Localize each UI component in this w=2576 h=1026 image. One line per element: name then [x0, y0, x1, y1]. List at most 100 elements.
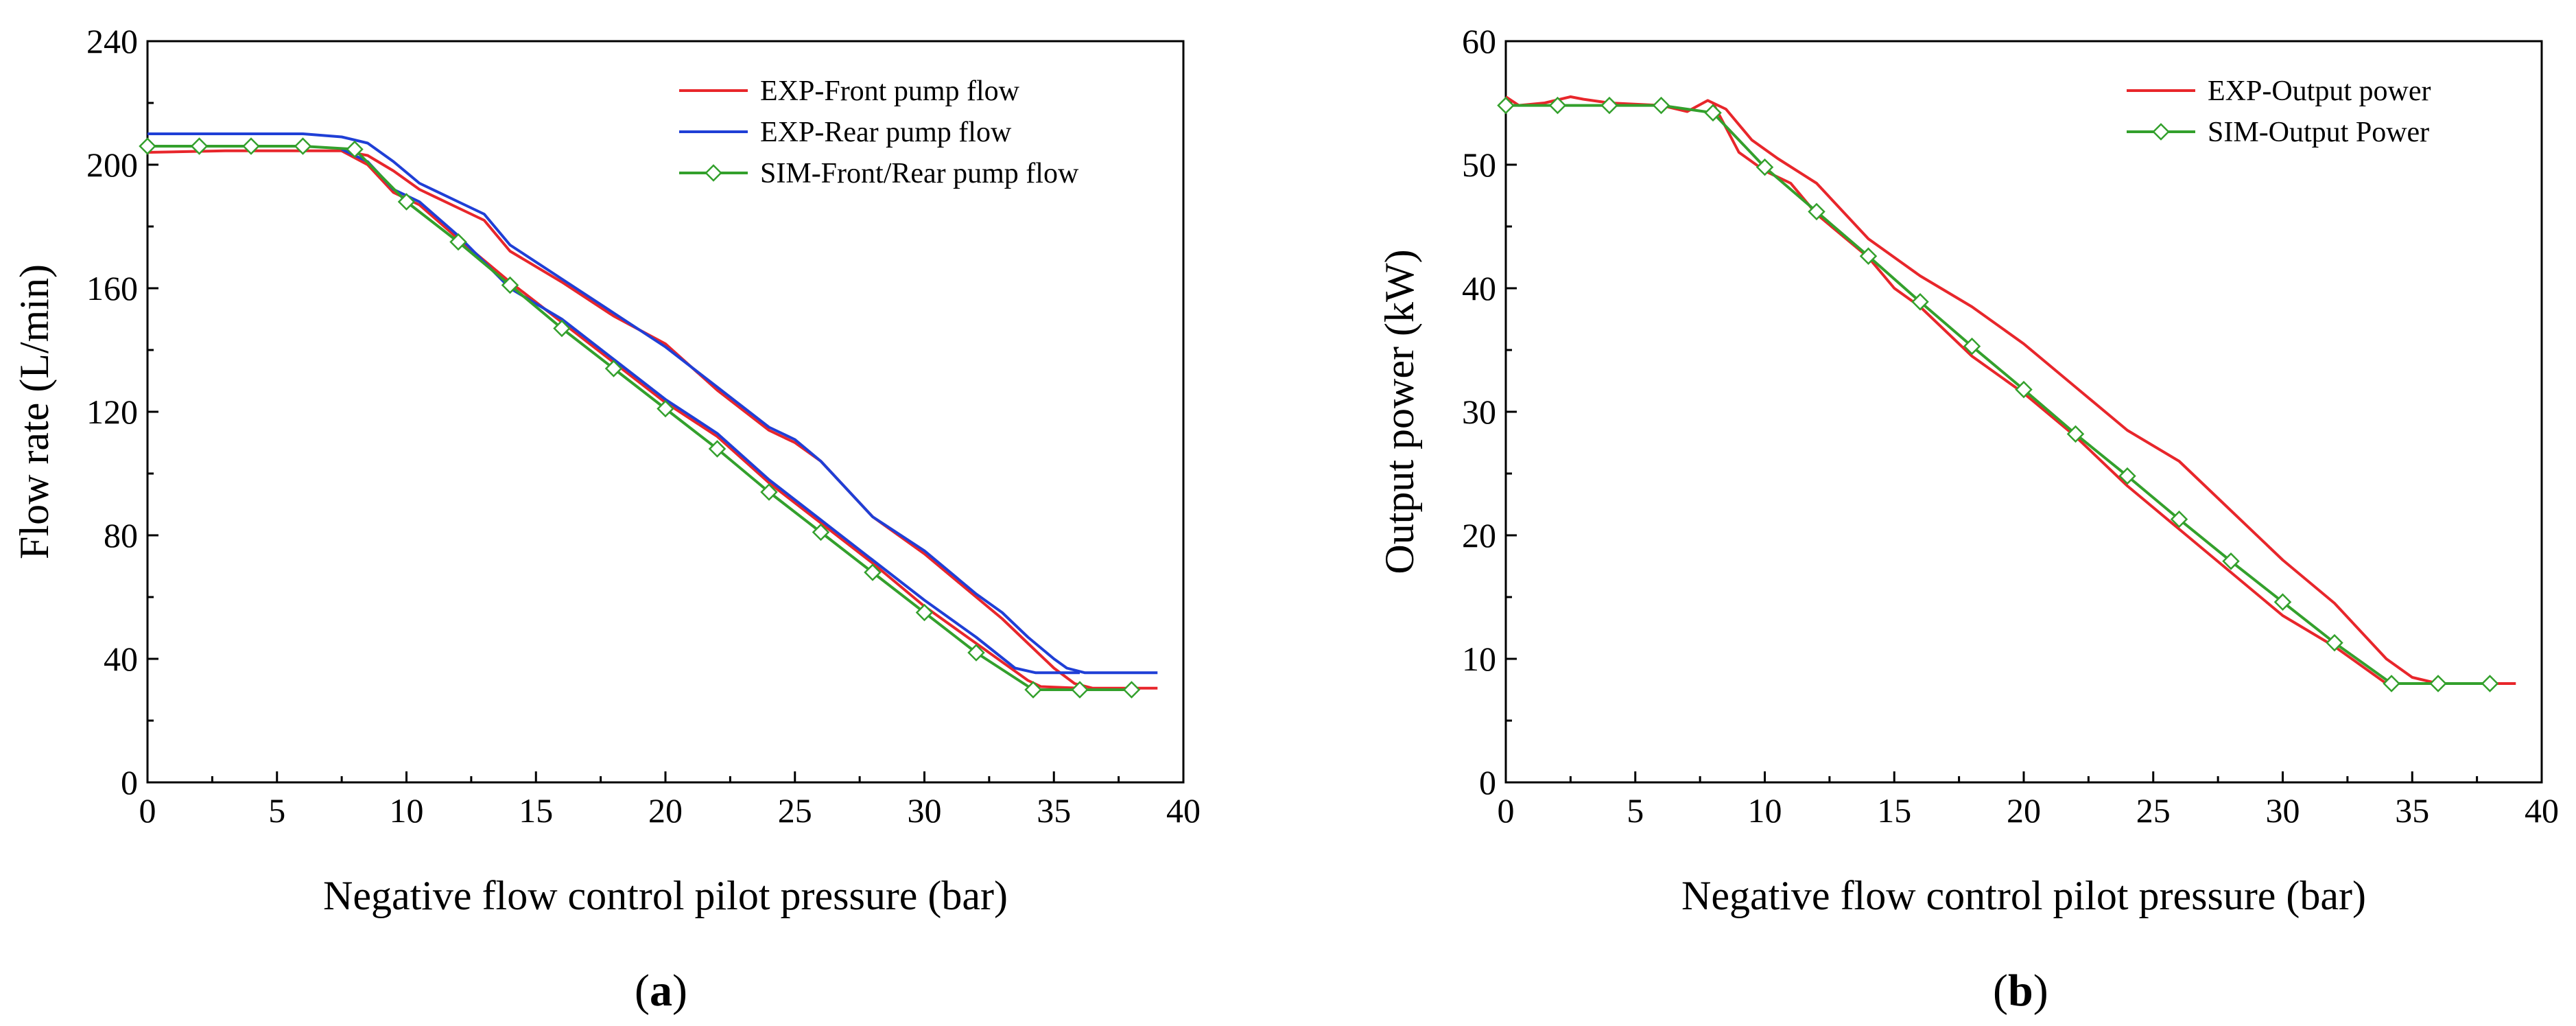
data-point-marker [657, 399, 674, 418]
y-tick-label: 80 [104, 516, 138, 555]
data-point-marker [1024, 681, 1042, 699]
data-point-marker [2170, 510, 2188, 528]
y-tick-label: 160 [86, 269, 138, 307]
x-tick-label: 30 [908, 791, 942, 830]
x-ticks-a: 0 5 10 15 20 25 30 35 40 [139, 771, 1201, 830]
x-tick-label: 40 [1166, 791, 1201, 830]
data-point-marker [2066, 425, 2085, 443]
chart-a: 0 5 10 15 20 25 30 35 40 0 40 80 120 160 200 240 EXP-F… [12, 22, 1201, 1016]
data-point-marker [760, 483, 778, 501]
legend-a: EXP-Front pump flow EXP-Rear pump flow SIM… [679, 75, 1079, 189]
series-line [147, 149, 1158, 690]
legend-label: EXP-Output power [2208, 75, 2431, 107]
x-tick-label: 0 [139, 791, 156, 830]
data-point-marker [2383, 675, 2400, 692]
legend-label: SIM-Output Power [2208, 117, 2429, 148]
data-point-marker [1652, 96, 1670, 115]
data-point-marker [449, 233, 467, 251]
y-ticks-a: 0 40 80 120 160 200 240 [86, 22, 158, 802]
x-tick-label: 5 [1627, 791, 1644, 830]
data-point-marker [501, 276, 519, 294]
data-point-marker [1911, 293, 1929, 311]
y-axis-title-a: Flow rate (L/min) [12, 264, 57, 559]
y-tick-label: 0 [121, 763, 138, 802]
data-point-marker [2222, 552, 2240, 570]
x-tick-label: 35 [1037, 791, 1071, 830]
data-point-marker [190, 137, 209, 155]
x-tick-label: 25 [2136, 791, 2171, 830]
data-point-marker [1808, 202, 1825, 221]
legend-marker [2152, 123, 2170, 141]
y-tick-label: 60 [1462, 22, 1496, 60]
data-point-marker [2273, 593, 2292, 611]
y-tick-label: 240 [86, 22, 138, 60]
caption-a: (a) [635, 966, 687, 1016]
x-axis-title-b: Negative flow control pilot pressure (ba… [1681, 873, 2366, 918]
data-point-marker [1548, 96, 1567, 115]
x-tick-label: 20 [2007, 791, 2041, 830]
series-line [147, 145, 1132, 691]
data-point-marker [1600, 96, 1618, 115]
x-tick-label: 15 [1877, 791, 1911, 830]
data-point-marker [812, 523, 830, 541]
data-point-marker [1963, 337, 1981, 355]
data-point-marker [1497, 96, 1515, 115]
y-tick-label: 20 [1462, 516, 1496, 555]
data-point-marker [1859, 247, 1878, 265]
data-point-marker [1704, 104, 1722, 122]
x-tick-label: 10 [390, 791, 424, 830]
data-point-marker [2429, 675, 2447, 692]
data-point-marker [1756, 158, 1774, 176]
y-tick-label: 30 [1462, 393, 1496, 431]
data-point-marker [2015, 380, 2033, 399]
y-ticks-b: 0 10 20 30 40 50 60 [1462, 22, 1517, 802]
x-axis-title-a: Negative flow control pilot pressure (ba… [323, 873, 1008, 918]
series-line [147, 132, 1158, 675]
data-point-marker [864, 563, 882, 581]
plot-frame-b [1504, 40, 2543, 784]
caption-letter-b: b [2008, 966, 2033, 1016]
x-tick-label: 30 [2266, 791, 2300, 830]
x-tick-label: 15 [519, 791, 553, 830]
data-point-marker [2481, 675, 2499, 692]
data-point-marker [294, 137, 312, 155]
data-point-marker [967, 644, 985, 662]
chart-b: 0 5 10 15 20 25 30 35 40 0 10 20 30 40 50 60 EXP-Outpu… [1377, 22, 2559, 1016]
legend-label: EXP-Front pump flow [760, 75, 1020, 107]
data-point-marker [1071, 681, 1089, 699]
x-tick-label: 5 [268, 791, 285, 830]
x-tick-label: 35 [2395, 791, 2429, 830]
y-tick-label: 120 [86, 393, 138, 431]
x-tick-label: 10 [1748, 791, 1782, 830]
data-point-marker [397, 193, 416, 211]
y-tick-label: 0 [1479, 763, 1496, 802]
data-point-marker [2326, 633, 2343, 652]
data-point-marker [242, 137, 260, 155]
y-tick-label: 40 [1462, 269, 1496, 307]
data-point-marker [1122, 681, 1141, 699]
series-line [341, 148, 1080, 675]
x-tick-label: 40 [2525, 791, 2559, 830]
series-layer-a [139, 132, 1158, 699]
series-line [1506, 104, 2490, 685]
series-line [1712, 102, 2438, 685]
x-tick-label: 0 [1498, 791, 1515, 830]
y-tick-label: 50 [1462, 145, 1496, 184]
caption-letter-a: a [650, 966, 672, 1016]
legend-label: EXP-Rear pump flow [760, 117, 1012, 148]
data-point-marker [553, 319, 571, 338]
data-point-marker [708, 440, 726, 458]
x-tick-label: 25 [778, 791, 812, 830]
series-line [341, 150, 1080, 690]
x-tick-label: 20 [648, 791, 683, 830]
data-point-marker [604, 360, 623, 377]
legend-marker [705, 164, 722, 182]
data-point-marker [346, 140, 364, 159]
y-axis-title-b: Output power (kW) [1377, 249, 1422, 574]
legend-b: EXP-Output power SIM-Output Power [2127, 75, 2431, 148]
data-point-marker [2118, 467, 2136, 485]
data-point-marker [915, 603, 934, 622]
data-point-marker [139, 137, 156, 155]
y-tick-label: 40 [104, 640, 138, 678]
